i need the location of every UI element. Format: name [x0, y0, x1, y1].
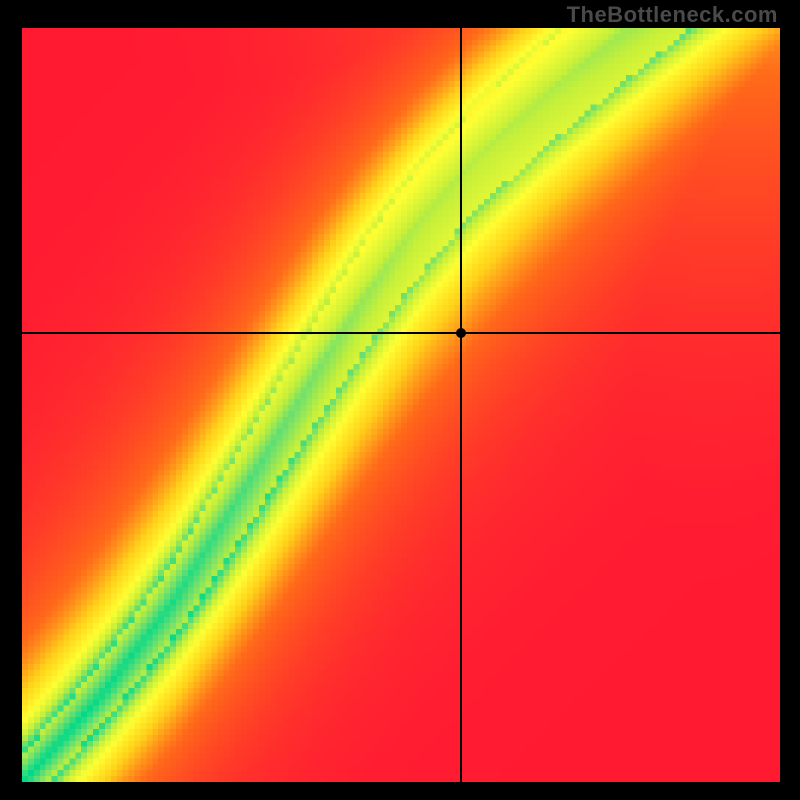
- chart-frame: TheBottleneck.com: [0, 0, 800, 800]
- bottleneck-heatmap: [22, 28, 780, 782]
- watermark-text: TheBottleneck.com: [567, 2, 778, 28]
